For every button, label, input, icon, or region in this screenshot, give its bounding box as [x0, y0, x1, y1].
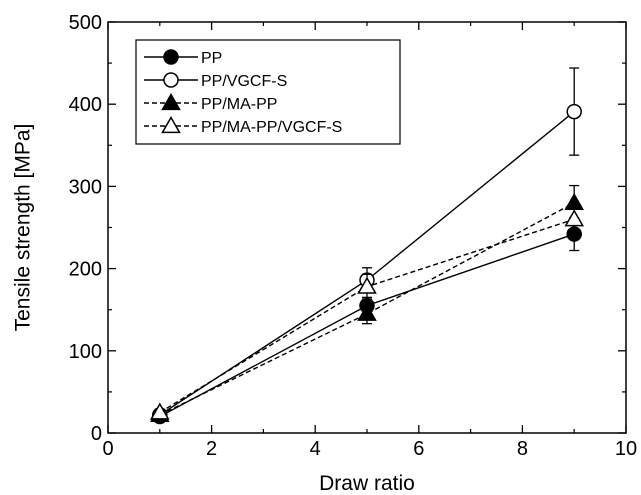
y-axis-title: Tensile strength [MPa]	[12, 124, 35, 332]
x-tick-label: 10	[615, 438, 637, 460]
y-tick-label: 400	[69, 94, 102, 116]
data-point	[566, 103, 582, 120]
legend: PP PP/VGCF-S PP/MA-PP PP/MA-PP/VGCF-S	[135, 39, 401, 145]
data-point	[357, 303, 377, 321]
data-point	[150, 402, 170, 420]
data-point	[564, 209, 584, 227]
x-tick-label: 2	[206, 438, 217, 460]
series-layer	[150, 67, 584, 425]
y-tick-label: 200	[69, 259, 102, 281]
x-tick-label: 0	[102, 438, 113, 460]
y-tick-label: 500	[69, 12, 102, 34]
x-tick-label: 8	[517, 438, 528, 460]
legend-label: PP/MA-PP/VGCF-S	[201, 119, 342, 136]
series-line	[159, 111, 575, 416]
y-tick-label: 300	[69, 176, 102, 198]
legend-marker	[163, 49, 179, 65]
y-tick-label: 100	[69, 341, 102, 363]
x-axis-title: Draw ratio	[319, 472, 415, 495]
series-line	[159, 233, 575, 418]
legend-marker	[161, 92, 181, 111]
series-3	[150, 208, 584, 420]
y-tick-label: 0	[91, 423, 102, 445]
legend-label: PP/MA-PP	[201, 96, 277, 113]
series-line	[159, 202, 575, 416]
data-point	[357, 276, 377, 294]
data-point	[564, 192, 584, 210]
x-tick-label: 6	[413, 438, 424, 460]
legend-marker	[161, 115, 181, 134]
legend-label: PP/VGCF-S	[201, 73, 287, 90]
legend-marker	[163, 72, 179, 88]
x-tick-label: 4	[310, 438, 321, 460]
legend-label: PP	[201, 50, 222, 67]
